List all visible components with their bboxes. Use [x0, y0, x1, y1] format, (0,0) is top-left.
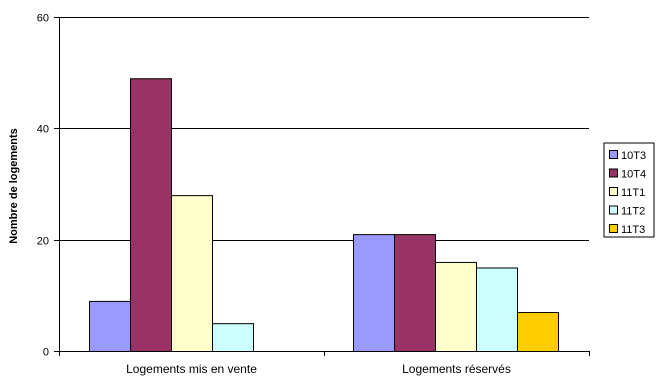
y-tick-label: 40	[37, 124, 49, 136]
y-tick-label: 60	[37, 13, 49, 25]
x-category-labels: Logements mis en vente Logements réservés	[126, 362, 511, 376]
legend: 10T3 10T4 11T1 11T2 11T3	[603, 142, 655, 238]
legend-label-11T3: 11T3	[621, 224, 645, 236]
y-tick-labels: 0 20 40 60	[37, 13, 49, 359]
bar-10T4-2	[394, 234, 436, 353]
legend-swatch-11T1	[609, 187, 618, 196]
bar-11T1-1	[171, 195, 213, 352]
bar-11T2-2	[476, 267, 518, 352]
legend-label-10T3: 10T3	[621, 150, 646, 162]
legend-swatch-10T3	[609, 150, 618, 159]
bar-10T3-1	[89, 300, 131, 352]
x-category-label: Logements mis en vente	[126, 362, 257, 376]
axes	[54, 17, 590, 356]
bar-11T3-2	[517, 312, 559, 352]
legend-swatch-11T2	[609, 205, 618, 215]
bar-11T2-1	[212, 323, 254, 352]
bar-10T4-1	[130, 78, 172, 352]
legend-label-11T1: 11T1	[621, 187, 645, 199]
y-axis-label: Nombre de logements	[8, 128, 20, 244]
bar-10T3-2	[353, 234, 395, 353]
x-category-label: Logements réservés	[402, 362, 511, 376]
bars	[89, 78, 559, 353]
legend-label-11T2: 11T2	[621, 206, 645, 218]
y-tick-label: 0	[43, 347, 49, 359]
legend-swatch-11T3	[609, 224, 618, 233]
legend-label-10T4: 10T4	[621, 169, 646, 181]
legend-swatch-10T4	[609, 168, 618, 178]
y-tick-label: 20	[37, 236, 49, 248]
bar-11T1-2	[435, 261, 477, 352]
